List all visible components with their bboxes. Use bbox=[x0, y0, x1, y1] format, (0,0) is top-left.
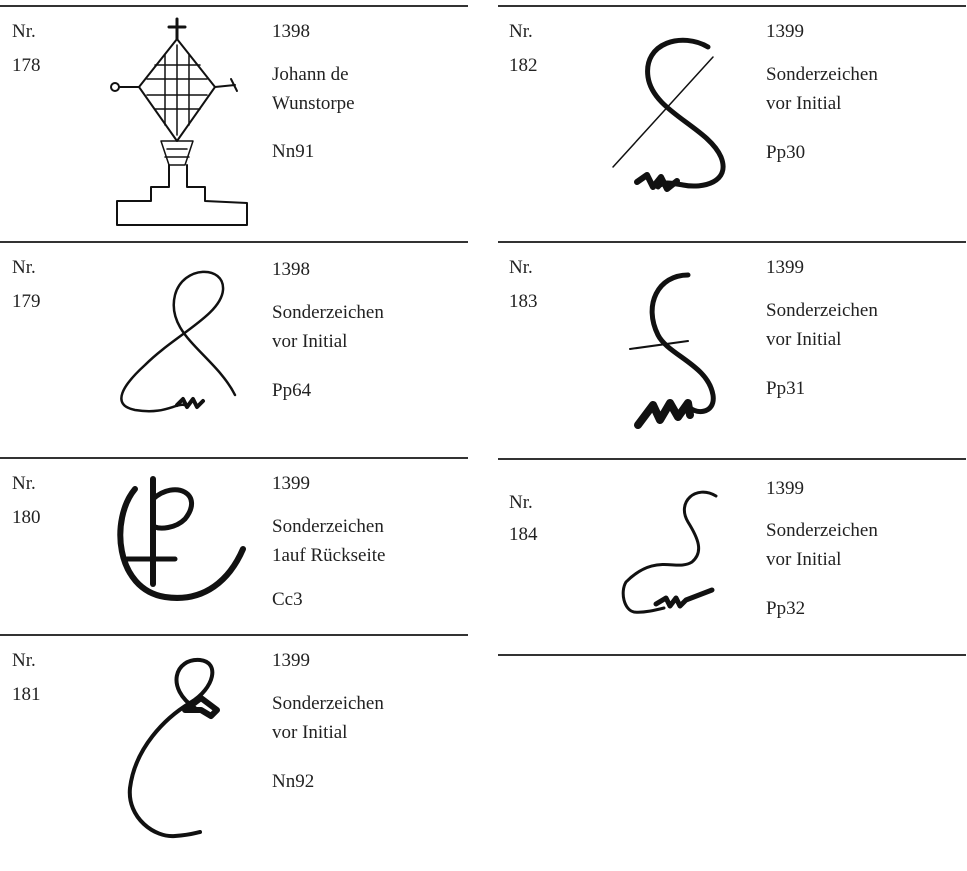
entry: Nr. 182 1399 Sonderzeichen vor Initial P… bbox=[498, 5, 966, 237]
entry-label: Nr. bbox=[12, 473, 36, 494]
entry-label: Nr. bbox=[12, 650, 36, 671]
entry-description: Sonderzeichen bbox=[766, 64, 878, 85]
entry-year: 1398 bbox=[272, 259, 310, 280]
entry-code: Pp31 bbox=[766, 378, 806, 399]
entry-label: Nr. bbox=[509, 21, 533, 42]
sign-image bbox=[120, 270, 237, 413]
entry-year: 1398 bbox=[272, 21, 310, 42]
entry-description: Sonderzeichen bbox=[272, 693, 384, 714]
entry-code: Nn92 bbox=[272, 771, 315, 792]
entry-description: vor Initial bbox=[766, 549, 842, 570]
entry-description: Johann de bbox=[272, 64, 349, 85]
entry-description: Sonderzeichen bbox=[272, 516, 384, 537]
entry-description: Sonderzeichen bbox=[766, 300, 878, 321]
entry: Nr. 184 1399 Sonderzeichen vor Initial P… bbox=[498, 458, 966, 650]
entry-description: vor Initial bbox=[766, 93, 842, 114]
entry: Nr. 183 1399 Sonderzeichen vor Initial P… bbox=[498, 241, 966, 453]
entry-number: 182 bbox=[509, 55, 538, 76]
entry-description: Wunstorpe bbox=[272, 93, 355, 114]
entry: Nr. 181 1399 Sonderzeichen vor Initial N… bbox=[0, 634, 468, 866]
entry-number: 179 bbox=[12, 291, 41, 312]
entry-code: Cc3 bbox=[272, 589, 303, 610]
entry-year: 1399 bbox=[766, 21, 804, 42]
sign-image bbox=[127, 657, 220, 839]
entry-year: 1399 bbox=[272, 473, 310, 494]
entry-description: Sonderzeichen bbox=[272, 302, 384, 323]
entry-label: Nr. bbox=[509, 257, 533, 278]
entry-number: 180 bbox=[12, 507, 41, 528]
entry-code: Nn91 bbox=[272, 141, 315, 162]
sign-image bbox=[612, 37, 726, 192]
entry-code: Pp64 bbox=[272, 380, 312, 401]
entry-number: 181 bbox=[12, 684, 41, 705]
entry-year: 1399 bbox=[272, 650, 310, 671]
sign-image bbox=[110, 17, 248, 226]
entry-label: Nr. bbox=[12, 257, 36, 278]
sign-image bbox=[117, 476, 246, 601]
entry: Nr. 180 1399 Sonderzeichen 1auf Rückseit… bbox=[0, 457, 468, 629]
entry-number: 183 bbox=[509, 291, 538, 312]
entry: Nr. 179 1398 Sonderzeichen vor Initial P… bbox=[0, 241, 468, 453]
entry-description: vor Initial bbox=[272, 722, 348, 743]
rule bbox=[498, 654, 966, 656]
entry: Nr. 178 1398 Johann de Wunstorpe Nn91 bbox=[0, 5, 468, 237]
entry-description: 1auf Rückseite bbox=[272, 545, 386, 566]
entry-description: vor Initial bbox=[766, 329, 842, 350]
entry-code: Pp32 bbox=[766, 598, 806, 619]
sign-image bbox=[629, 272, 716, 429]
entry-code: Pp30 bbox=[766, 142, 806, 163]
entry-description: vor Initial bbox=[272, 331, 348, 352]
entry-description: Sonderzeichen bbox=[766, 520, 878, 541]
entry-year: 1399 bbox=[766, 257, 804, 278]
entry-year: 1399 bbox=[766, 478, 804, 499]
entry-label: Nr. bbox=[509, 492, 533, 513]
entry-number: 184 bbox=[509, 524, 538, 545]
entry-label: Nr. bbox=[12, 21, 36, 42]
sign-image bbox=[621, 490, 718, 614]
entry-number: 178 bbox=[12, 55, 41, 76]
